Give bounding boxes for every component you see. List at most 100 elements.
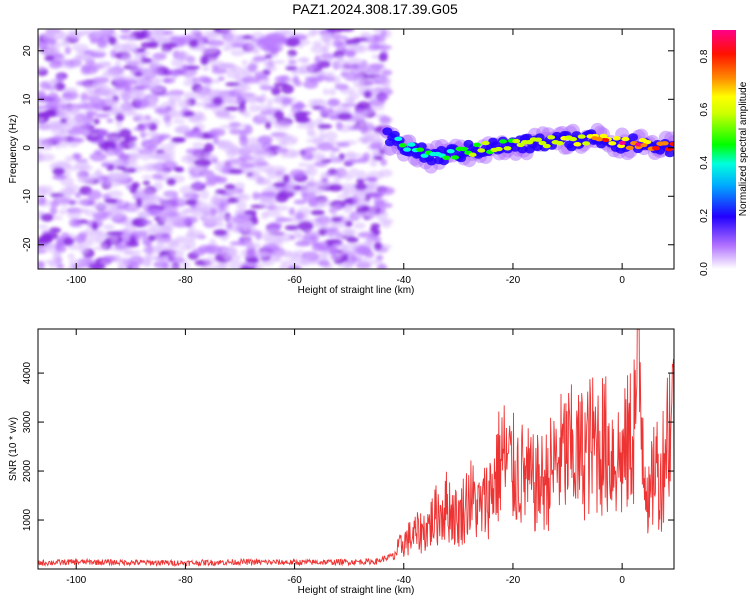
noise-blob: [213, 229, 228, 237]
noise-blob: [40, 213, 54, 222]
noise-blob: [222, 45, 231, 52]
noise-blob: [85, 110, 98, 116]
noise-blob: [121, 53, 133, 63]
noise-blob: [84, 122, 91, 130]
noise-blob: [327, 71, 335, 80]
noise-blob: [120, 103, 128, 111]
noise-blob: [96, 38, 107, 48]
noise-blob: [197, 244, 216, 253]
noise-blob: [107, 210, 123, 221]
noise-blob: [316, 156, 327, 162]
noise-blob: [380, 158, 388, 166]
noise-blob: [152, 173, 163, 180]
signal-peak: [403, 147, 412, 152]
noise-blob: [244, 124, 253, 135]
noise-blob: [183, 208, 194, 214]
noise-blob: [217, 76, 225, 81]
noise-blob: [101, 255, 117, 263]
noise-blob: [179, 185, 197, 195]
noise-blob: [212, 96, 224, 106]
noise-blob: [128, 140, 138, 148]
noise-blob: [135, 48, 147, 53]
noise-blob: [321, 221, 329, 230]
spectrogram-x-axis: -100 -80 -60 -40 -20 0: [66, 29, 625, 286]
noise-blob: [141, 174, 153, 180]
noise-blob: [188, 59, 196, 66]
noise-blob: [262, 243, 279, 252]
noise-blob: [247, 63, 258, 72]
noise-blob: [322, 35, 330, 45]
noise-blob: [178, 51, 190, 59]
noise-blob: [213, 191, 220, 202]
noise-blob: [165, 205, 176, 213]
signal-peak: [577, 134, 586, 139]
noise-blob: [100, 244, 108, 249]
noise-blob: [334, 203, 342, 210]
noise-blob: [335, 121, 343, 130]
noise-blob: [252, 191, 260, 200]
noise-blob: [255, 180, 273, 185]
noise-blob: [159, 217, 168, 223]
noise-blob: [307, 131, 317, 138]
signal-core: [517, 145, 528, 154]
snr-y-axis: 1000 2000 3000 4000: [22, 362, 674, 531]
noise-blob: [188, 39, 199, 48]
noise-blob: [120, 29, 132, 34]
noise-blob: [263, 151, 275, 159]
noise-blob: [328, 88, 337, 96]
noise-blob: [241, 59, 248, 66]
noise-blob: [87, 90, 102, 98]
noise-blob: [318, 132, 326, 140]
signal-peak: [542, 143, 551, 149]
noise-blob: [371, 150, 382, 156]
noise-blob: [154, 152, 171, 162]
signal-peak: [512, 138, 521, 144]
noise-blob: [126, 33, 136, 42]
noise-blob: [184, 239, 196, 250]
noise-blob: [74, 191, 82, 199]
noise-blob: [322, 88, 330, 95]
noise-blob: [259, 114, 268, 119]
signal-peak: [569, 136, 578, 142]
snr-y-tick-label: 3000: [22, 411, 33, 434]
noise-blob: [317, 75, 327, 81]
noise-blob: [340, 244, 348, 253]
noise-blob: [114, 243, 129, 250]
signal-peak: [446, 148, 455, 154]
noise-blob: [145, 240, 153, 247]
noise-blob: [54, 82, 66, 91]
noise-blob: [373, 29, 387, 34]
signal-core: [664, 149, 674, 158]
noise-blob: [62, 87, 78, 93]
signal-peak: [660, 141, 669, 146]
signal-peak: [472, 142, 481, 147]
noise-blob: [216, 222, 225, 228]
noise-blob: [162, 50, 171, 55]
noise-blob: [264, 168, 274, 175]
noise-blob: [293, 230, 303, 239]
noise-blob: [296, 123, 313, 129]
noise-blob: [74, 137, 85, 143]
noise-blob: [253, 263, 263, 269]
noise-blob: [319, 172, 330, 181]
noise-blob: [70, 107, 81, 117]
noise-blob: [38, 117, 45, 123]
noise-blob: [318, 259, 331, 267]
noise-blob: [321, 32, 333, 38]
noise-blob: [350, 63, 360, 69]
noise-blob: [114, 78, 129, 87]
noise-blob: [38, 224, 49, 230]
noise-blob: [354, 170, 367, 179]
noise-blob: [310, 209, 325, 216]
snr-x-tick-label: -80: [178, 575, 193, 586]
noise-blob: [373, 241, 383, 251]
noise-blob: [169, 265, 182, 269]
noise-blob: [181, 64, 188, 74]
noise-blob: [56, 236, 65, 245]
noise-blob: [265, 199, 275, 205]
noise-blob: [313, 198, 332, 207]
noise-blob: [38, 248, 47, 254]
spectrogram-y-tick-label: 20: [22, 45, 33, 57]
noise-blob: [166, 69, 183, 74]
spectrogram-y-tick-label: 0: [22, 145, 33, 151]
